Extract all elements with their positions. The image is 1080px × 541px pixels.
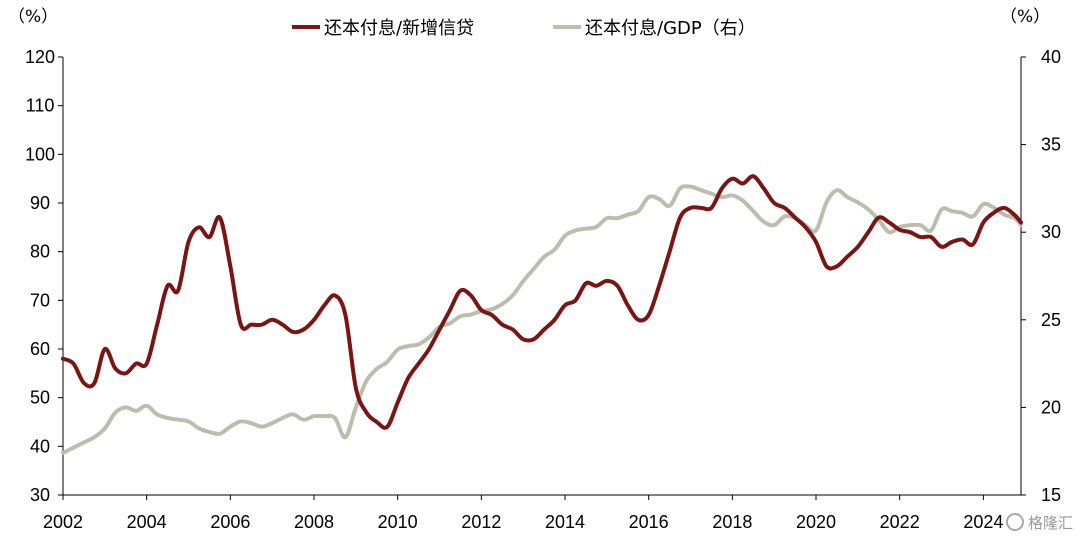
x-tick-label: 2014	[545, 512, 585, 532]
x-tick-label: 2024	[963, 512, 1003, 532]
left-tick-label: 110	[26, 96, 55, 116]
right-tick-label: 40	[1041, 47, 1061, 67]
right-tick-label: 25	[1041, 310, 1061, 330]
x-tick-label: 2002	[43, 512, 83, 532]
left-axis-unit: （%）	[8, 7, 58, 27]
x-tick-label: 2018	[712, 512, 752, 532]
left-tick-label: 30	[30, 485, 50, 505]
x-tick-label: 2020	[796, 512, 836, 532]
left-tick-label: 80	[30, 242, 50, 262]
left-tick-label: 120	[25, 47, 55, 67]
series-line-repayment-to-new-credit	[61, 174, 1023, 430]
left-tick-label: 40	[30, 436, 50, 456]
series-line-repayment-to-gdp	[61, 184, 1023, 455]
x-tick-label: 2010	[378, 512, 418, 532]
legend-label-series-2: 还本付息/GDP（右）	[585, 18, 756, 39]
legend-label-series-1: 还本付息/新增信贷	[324, 18, 474, 39]
left-axis-ticks: 120 110 100 90 80 70 60 50 40 30	[25, 47, 63, 505]
right-tick-label: 30	[1041, 222, 1061, 242]
left-tick-label: 50	[30, 388, 50, 408]
legend: 还本付息/新增信贷 还本付息/GDP（右）	[292, 18, 756, 39]
right-tick-label: 35	[1041, 135, 1061, 155]
x-tick-label: 2008	[294, 512, 334, 532]
x-tick-label: 2016	[629, 512, 669, 532]
right-axis-unit: （%）	[1000, 7, 1050, 27]
left-tick-label: 90	[30, 193, 50, 213]
x-axis-ticks: 2002 2004 2006 2008 2010 2012 2014 2016 2018 2020…	[43, 495, 1003, 532]
left-tick-label: 60	[30, 339, 50, 359]
right-axis-ticks: 40 35 30 25 20 15	[1021, 47, 1061, 505]
left-tick-label: 100	[25, 144, 55, 164]
x-tick-label: 2006	[210, 512, 250, 532]
x-tick-label: 2012	[461, 512, 501, 532]
right-tick-label: 15	[1041, 485, 1061, 505]
x-tick-label: 2022	[880, 512, 920, 532]
left-tick-label: 70	[30, 290, 50, 310]
right-tick-label: 20	[1041, 397, 1061, 417]
watermark-text: 格隆汇	[1028, 514, 1073, 532]
series-layer	[61, 174, 1023, 455]
watermark: 格隆汇	[1006, 513, 1073, 532]
watermark-logo-icon	[1006, 513, 1024, 531]
x-tick-label: 2004	[127, 512, 167, 532]
